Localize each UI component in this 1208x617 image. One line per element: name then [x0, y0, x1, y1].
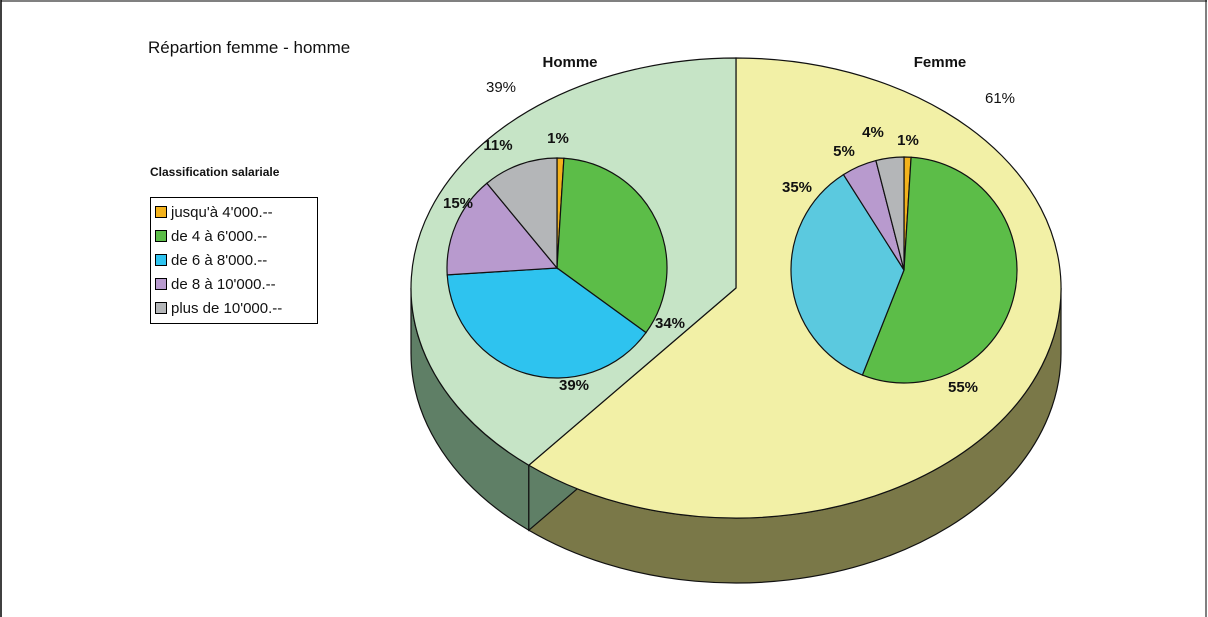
- legend-swatch-4: [155, 278, 167, 290]
- sub-label-femme-2: 55%: [948, 379, 978, 396]
- sub-slice-homme-3: [446, 267, 647, 379]
- legend-label-1: jusqu'à 4'000.--: [171, 203, 273, 221]
- sub-label-homme-5: 11%: [483, 137, 512, 154]
- legend-item-2: de 4 à 6'000.--: [155, 224, 313, 248]
- legend-label-2: de 4 à 6'000.--: [171, 227, 268, 245]
- sub-label-femme-4: 5%: [833, 143, 855, 160]
- sub-label-femme-5: 4%: [862, 124, 884, 141]
- data-labels: Homme 1% 34% 39% 15% 11% Femme 1% 55% 35% 5% 4% 61% 3…: [443, 54, 1015, 396]
- sub-slice-femme-2: [861, 156, 1018, 384]
- legend-swatch-5: [155, 302, 167, 314]
- main-label-femme: 61%: [985, 90, 1015, 107]
- legend-item-1: jusqu'à 4'000.--: [155, 200, 313, 224]
- main-label-homme: 39%: [486, 79, 516, 96]
- sub-label-femme-3: 35%: [782, 179, 812, 196]
- legend-swatch-3: [155, 254, 167, 266]
- sub-pie-title-homme: Homme: [542, 54, 597, 71]
- sub-slice-homme-5: [486, 157, 558, 270]
- legend-item-3: de 6 à 8'000.--: [155, 248, 313, 272]
- legend-item-5: plus de 10'000.--: [155, 296, 313, 320]
- sub-pie-title-femme: Femme: [914, 54, 967, 71]
- sub-slice-femme-3: [790, 173, 905, 376]
- legend-label-4: de 8 à 10'000.--: [171, 275, 276, 293]
- legend-item-4: de 8 à 10'000.--: [155, 272, 313, 296]
- sub-slice-femme-5: [875, 156, 905, 271]
- sub-label-homme-1: 1%: [547, 130, 569, 147]
- sub-slice-homme-4: [446, 182, 559, 276]
- sub-label-homme-3: 39%: [559, 377, 589, 394]
- sub-pie-femme: [790, 156, 1018, 384]
- legend-label-3: de 6 à 8'000.--: [171, 251, 268, 269]
- legend: jusqu'à 4'000.-- de 4 à 6'000.-- de 6 à …: [150, 197, 318, 324]
- sub-pie-homme: [446, 157, 668, 379]
- sub-slice-homme-2: [556, 157, 668, 334]
- legend-swatch-2: [155, 230, 167, 242]
- legend-swatch-1: [155, 206, 167, 218]
- legend-label-5: plus de 10'000.--: [171, 299, 283, 317]
- sub-label-femme-1: 1%: [897, 132, 919, 149]
- chart-title: Répartion femme - homme: [148, 38, 351, 57]
- sub-label-homme-2: 34%: [655, 315, 685, 332]
- sub-pies: [446, 156, 1018, 384]
- legend-title: Classification salariale: [150, 165, 280, 179]
- sub-label-homme-4: 15%: [443, 195, 473, 212]
